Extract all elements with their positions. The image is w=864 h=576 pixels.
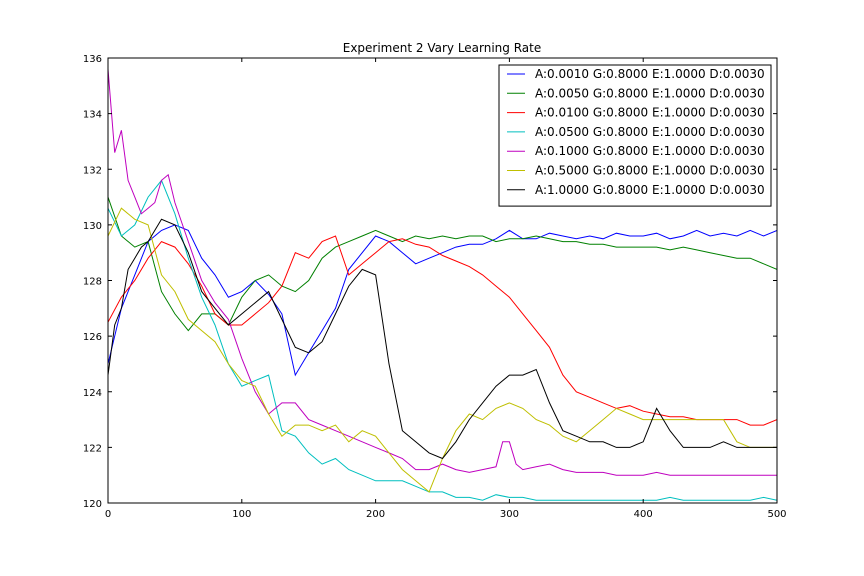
y-tick-label: 128 <box>83 277 102 288</box>
series-line-6 <box>108 207 777 493</box>
y-tick-label: 130 <box>83 221 102 232</box>
y-tick-label: 124 <box>83 388 102 399</box>
x-tick-label: 200 <box>366 509 385 520</box>
legend-label: A:0.1000 G:0.8000 E:1.0000 D:0.0030 <box>535 144 765 158</box>
axes: 0 100 200 300 400 500 120 122 124 126 128 130 132 134… <box>83 54 787 520</box>
series-layer <box>108 69 777 501</box>
series-line-4 <box>108 179 777 501</box>
y-tick-label: 132 <box>83 165 102 176</box>
y-tick-label: 122 <box>83 443 102 454</box>
y-tick-label: 134 <box>83 110 102 121</box>
legend: A:0.0010 G:0.8000 E:1.0000 D:0.0030 A:0.0… <box>498 64 772 207</box>
legend-label: A:0.0050 G:0.8000 E:1.0000 D:0.0030 <box>535 86 765 100</box>
x-tick-label: 400 <box>634 509 653 520</box>
y-tick-label: 126 <box>83 332 102 343</box>
legend-label: A:0.0010 G:0.8000 E:1.0000 D:0.0030 <box>535 67 765 81</box>
x-tick-label: 500 <box>767 509 786 520</box>
legend-label: A:0.0100 G:0.8000 E:1.0000 D:0.0030 <box>535 106 765 120</box>
x-tick-label: 100 <box>232 509 251 520</box>
legend-label: A:0.5000 G:0.8000 E:1.0000 D:0.0030 <box>535 164 765 178</box>
legend-box <box>498 64 772 207</box>
legend-label: A:0.0500 G:0.8000 E:1.0000 D:0.0030 <box>535 125 765 139</box>
y-tick-label: 136 <box>83 54 102 65</box>
y-tick-label: 120 <box>83 499 102 510</box>
chart-title: Experiment 2 Vary Learning Rate <box>343 41 542 55</box>
series-line-3 <box>108 235 777 426</box>
x-tick-label: 0 <box>105 509 111 520</box>
series-line-5 <box>108 69 777 476</box>
x-tick-label: 300 <box>500 509 519 520</box>
series-line-1 <box>108 224 777 377</box>
series-line-7 <box>108 218 777 460</box>
legend-label: A:1.0000 G:0.8000 E:1.0000 D:0.0030 <box>535 183 765 197</box>
